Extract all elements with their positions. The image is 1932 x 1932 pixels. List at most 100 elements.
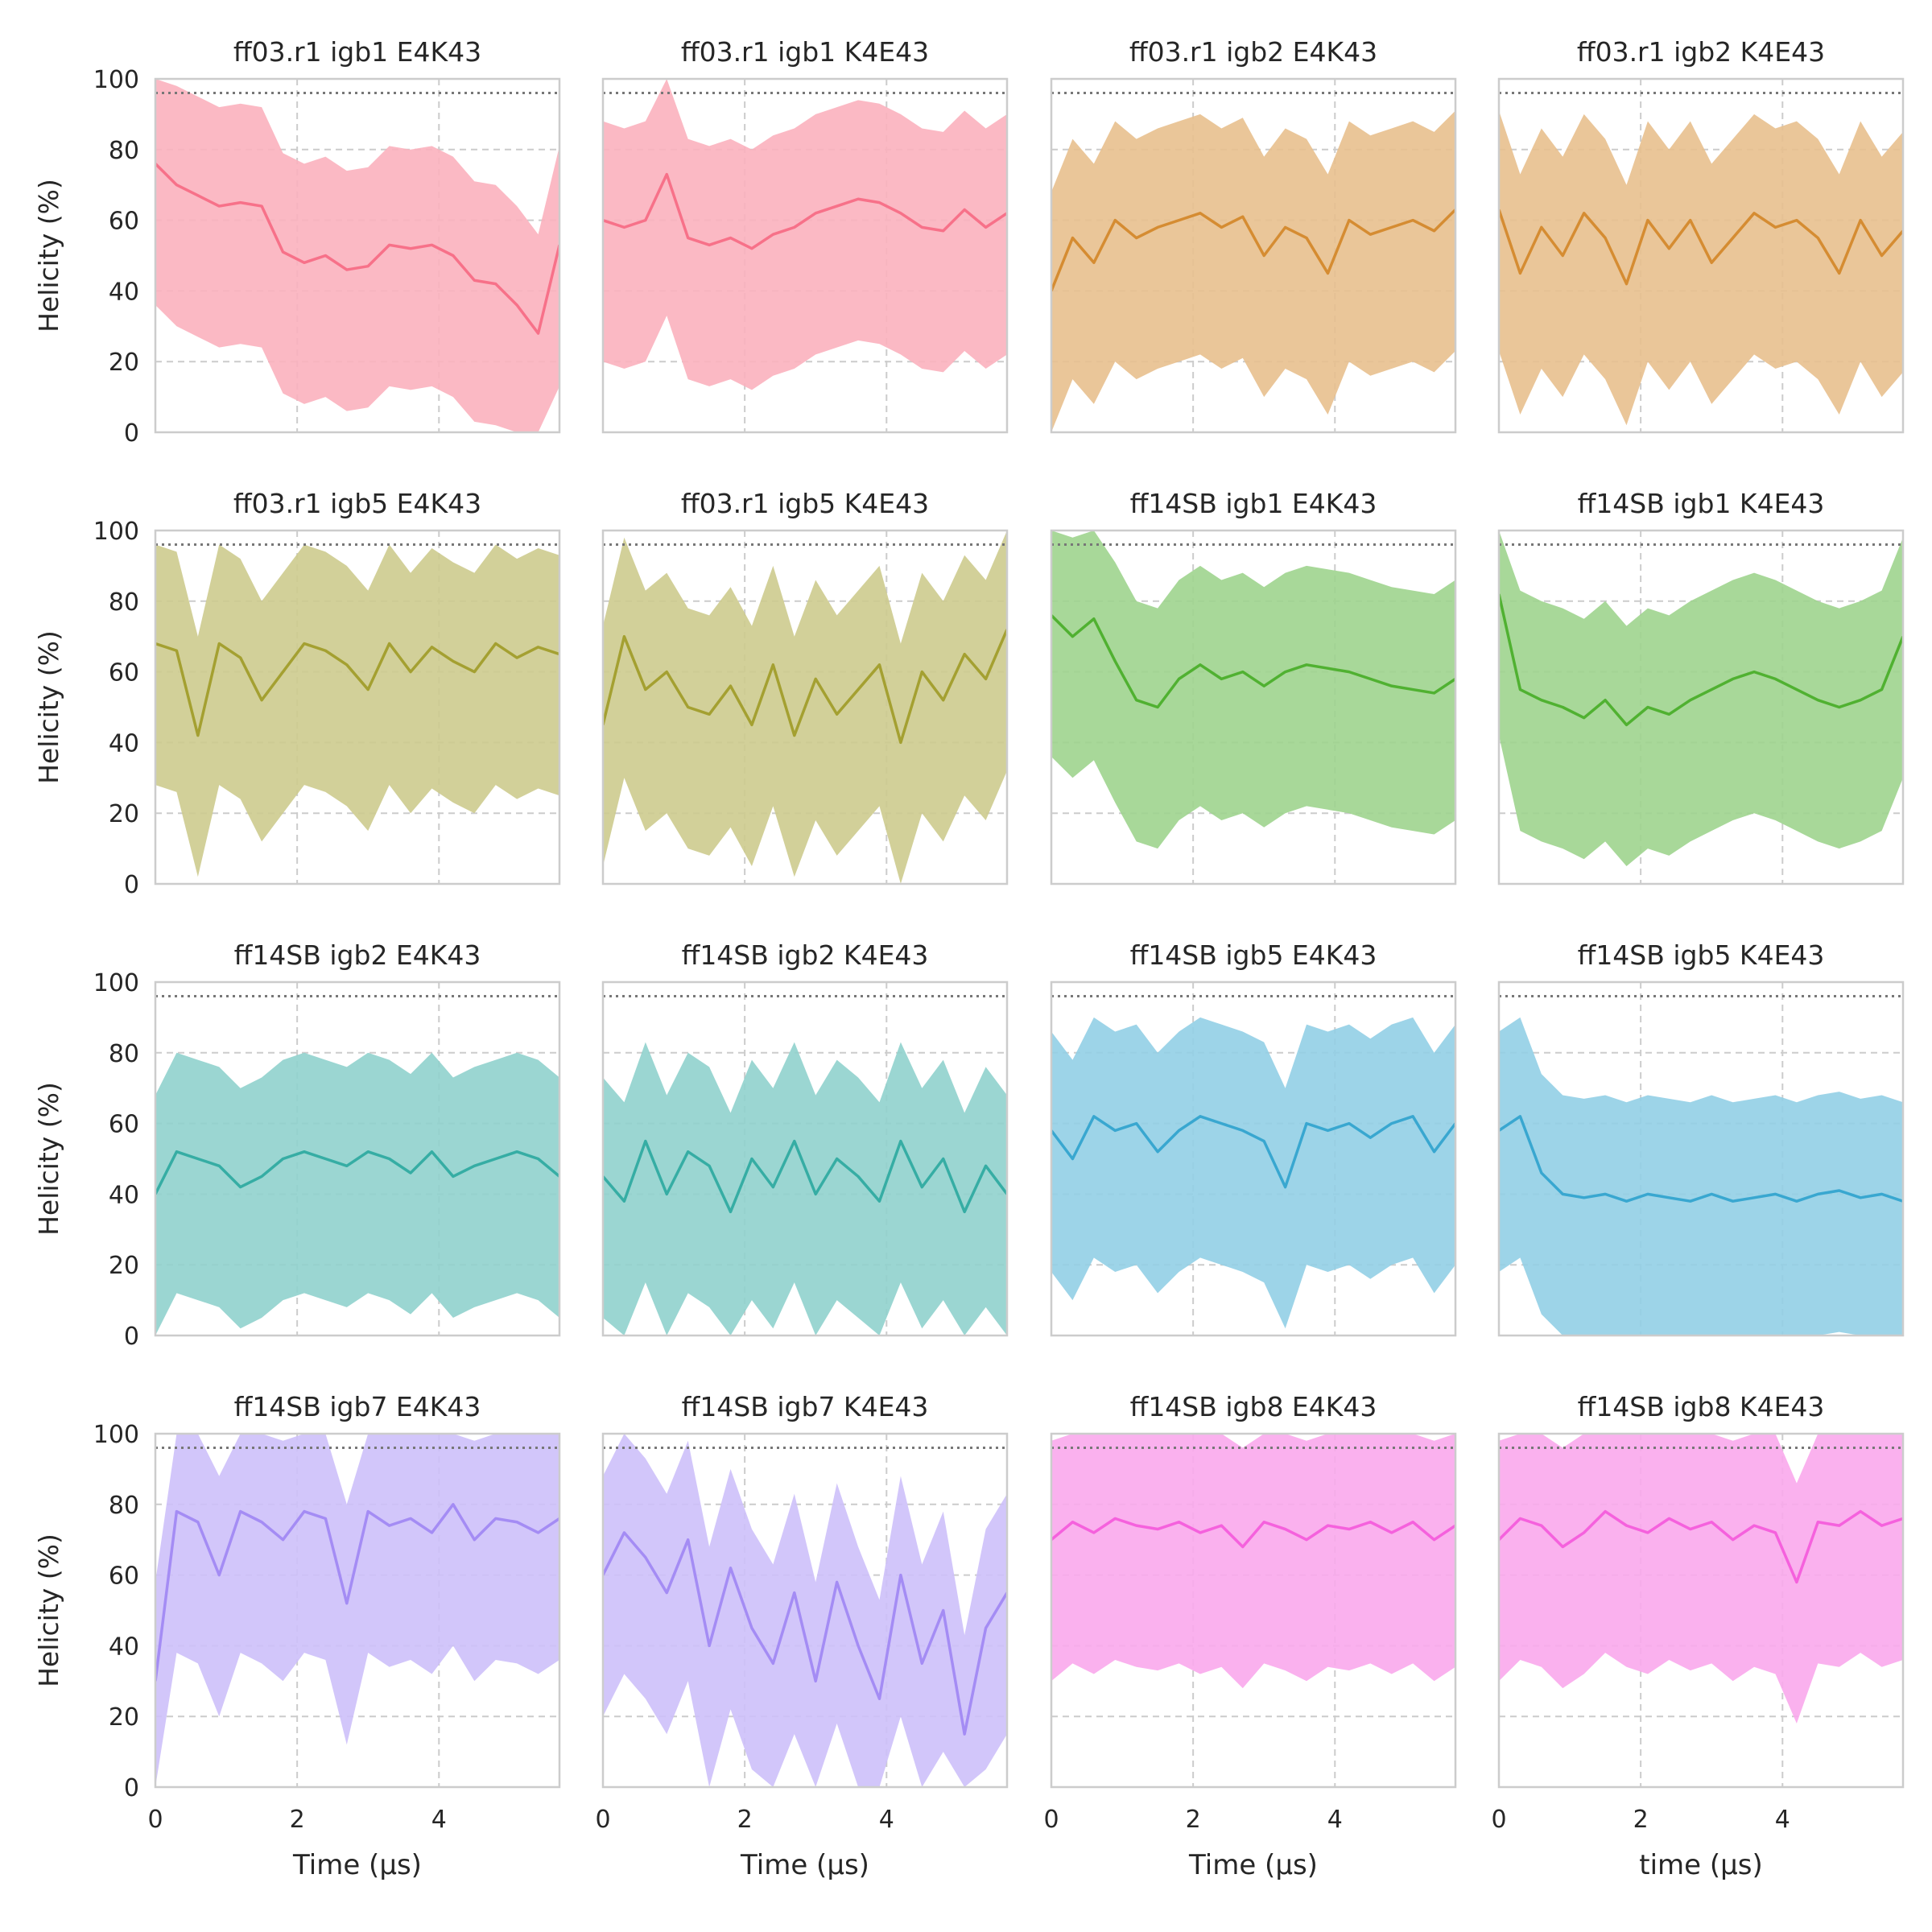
x-tick-label: 4: [879, 1806, 894, 1834]
subplot-title: ff14SB igb2 K4E43: [682, 939, 929, 971]
y-tick-label: 80: [109, 137, 139, 165]
y-tick-label: 100: [93, 66, 139, 94]
plot-frame: [601, 77, 1009, 434]
subplot-4: ff03.r1 igb2 K4E43: [1497, 36, 1905, 434]
y-tick-label: 40: [109, 1181, 139, 1209]
y-tick-label: 20: [109, 1703, 139, 1732]
y-axis-label: Helicity (%): [33, 1534, 64, 1687]
y-tick-label: 100: [93, 518, 139, 546]
subplot-title: ff14SB igb8 K4E43: [1578, 1391, 1825, 1422]
y-tick-label: 80: [109, 1492, 139, 1520]
y-tick-label: 60: [109, 208, 139, 236]
x-axis-label: Time (μs): [1188, 1849, 1318, 1881]
helicity-range-band: [1051, 530, 1455, 849]
helicity-line: [1051, 1115, 1455, 1189]
x-tick-label: 2: [737, 1806, 753, 1834]
x-tick-label: 0: [595, 1806, 610, 1834]
x-tick-label: 2: [1186, 1806, 1201, 1834]
subplot-2: ff03.r1 igb1 K4E43: [601, 36, 1009, 434]
plot-frame: [1497, 1432, 1905, 1789]
y-tick-label: 0: [124, 1774, 139, 1802]
y-tick-label: 40: [109, 729, 139, 758]
subplot-title: ff03.r1 igb1 E4K43: [233, 36, 481, 68]
helicity-range-band: [1499, 1434, 1903, 1724]
plot-frame: [154, 529, 561, 886]
plot-frame: [154, 980, 561, 1337]
y-tick-label: 100: [93, 969, 139, 997]
subplot-9: ff14SB igb2 E4K43 0 20 40 60 80 100 Helicity (%…: [33, 939, 561, 1351]
helicity-range-band: [155, 1052, 559, 1335]
y-tick-label: 20: [109, 1252, 139, 1280]
plot-frame: [1050, 77, 1457, 434]
helicity-line: [1499, 208, 1903, 286]
x-tick-label: 4: [1327, 1806, 1343, 1834]
subplot-title: ff14SB igb5 E4K43: [1130, 939, 1377, 971]
subplot-title: ff14SB igb5 K4E43: [1578, 939, 1825, 971]
subplot-3: ff03.r1 igb2 E4K43: [1050, 36, 1457, 434]
x-tick-label: 0: [147, 1806, 163, 1834]
x-tick-label: 4: [431, 1806, 447, 1834]
subplot-15: ff14SB igb8 E4K43 0 2 4 Time (μs): [1043, 1391, 1457, 1881]
helicity-range-band: [1499, 530, 1903, 867]
y-tick-label: 60: [109, 1563, 139, 1591]
subplot-title: ff03.r1 igb5 K4E43: [681, 488, 929, 519]
plot-frame: [1050, 529, 1457, 886]
subplot-5: ff03.r1 igb5 E4K43 0 20 40 60 80 100 Helicity (…: [33, 488, 561, 899]
subplot-11: ff14SB igb5 E4K43: [1050, 939, 1457, 1337]
subplot-title: ff14SB igb7 K4E43: [682, 1391, 929, 1422]
subplot-6: ff03.r1 igb5 K4E43: [601, 488, 1009, 886]
helicity-line: [603, 172, 1007, 250]
y-tick-label: 0: [124, 1323, 139, 1351]
plot-frame: [601, 529, 1009, 886]
subplot-title: ff14SB igb8 E4K43: [1130, 1391, 1377, 1422]
x-axis-label: time (μs): [1639, 1849, 1763, 1881]
helicity-line: [603, 1139, 1007, 1214]
helicity-line: [1051, 1517, 1455, 1549]
helicity-line: [1051, 208, 1455, 292]
subplot-14: ff14SB igb7 K4E43 0 2 4 Time (μs): [595, 1391, 1009, 1881]
y-axis-label: Helicity (%): [33, 179, 64, 332]
y-tick-label: 80: [109, 588, 139, 617]
plot-frame: [154, 1432, 561, 1789]
x-axis-label: Time (μs): [740, 1849, 869, 1881]
helicity-line: [603, 629, 1007, 745]
plot-frame: [154, 77, 561, 434]
helicity-range-band: [1499, 110, 1903, 426]
plot-frame: [1050, 1432, 1457, 1789]
y-axis-label: Helicity (%): [33, 1082, 64, 1236]
plot-frame: [1050, 980, 1457, 1337]
subplot-12: ff14SB igb5 K4E43: [1497, 939, 1905, 1337]
subplot-title: ff14SB igb1 E4K43: [1130, 488, 1377, 519]
helicity-range-band: [1051, 1434, 1455, 1689]
y-tick-label: 100: [93, 1421, 139, 1449]
helicity-line: [155, 642, 559, 737]
helicity-range-band: [1051, 1017, 1455, 1329]
subplot-7: ff14SB igb1 E4K43: [1050, 488, 1457, 886]
y-tick-label: 40: [109, 1633, 139, 1661]
plot-frame: [1497, 980, 1905, 1337]
y-tick-label: 20: [109, 800, 139, 828]
subplot-1: ff03.r1 igb1 E4K43 0 20 40 60 80 100 Helicity (…: [33, 36, 561, 448]
y-tick-label: 40: [109, 278, 139, 306]
helicity-range-band: [155, 79, 559, 432]
plot-frame: [1497, 77, 1905, 434]
y-tick-label: 0: [124, 419, 139, 448]
x-tick-label: 2: [1633, 1806, 1649, 1834]
x-axis-label: Time (μs): [292, 1849, 422, 1881]
helicity-range-band: [1051, 110, 1455, 432]
plot-frame: [601, 1432, 1009, 1789]
helicity-line: [603, 1531, 1007, 1736]
plot-frame: [1497, 529, 1905, 886]
helicity-range-band: [603, 79, 1007, 390]
subplot-title: ff03.r1 igb2 K4E43: [1577, 36, 1825, 68]
subplot-8: ff14SB igb1 K4E43: [1497, 488, 1905, 886]
y-axis-label: Helicity (%): [33, 630, 64, 784]
helicity-range-band: [1499, 1017, 1903, 1335]
helicity-range-band: [603, 1042, 1007, 1335]
subplot-title: ff14SB igb7 E4K43: [234, 1391, 481, 1422]
helicity-range-band: [155, 544, 559, 877]
helicity-line: [1051, 614, 1455, 709]
subplot-title: ff03.r1 igb1 K4E43: [681, 36, 929, 68]
